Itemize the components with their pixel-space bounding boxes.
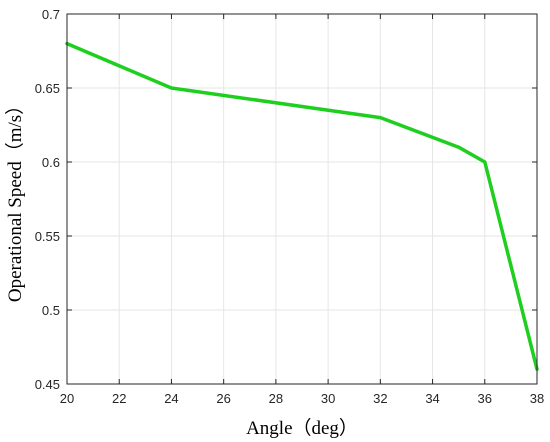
x-tick-label: 30 xyxy=(321,391,335,406)
x-tick-label: 32 xyxy=(373,391,387,406)
series-line xyxy=(65,41,539,371)
y-axis-label: Operational Speed（m/s） xyxy=(4,96,26,302)
x-tick-label: 22 xyxy=(112,391,126,406)
x-tick-label: 24 xyxy=(164,391,178,406)
y-tick-label: 0.6 xyxy=(42,155,60,170)
y-tick-label: 0.65 xyxy=(35,81,60,96)
x-tick-label: 20 xyxy=(60,391,74,406)
tick-layer xyxy=(66,13,538,385)
grid-layer xyxy=(67,14,537,384)
plot-area-frame xyxy=(66,13,538,385)
x-tick-label: 26 xyxy=(216,391,230,406)
tick-label-layer: 20 22 24 26 28 30 32 34 36 38 0.45 0.5 0.55 0.6 0.65 0.… xyxy=(35,7,545,406)
y-tick-label: 0.5 xyxy=(42,303,60,318)
x-tick-label: 36 xyxy=(478,391,492,406)
x-axis-label: Angle（deg） xyxy=(246,417,358,439)
y-tick-label: 0.55 xyxy=(35,229,60,244)
x-tick-label: 38 xyxy=(530,391,544,406)
x-tick-label: 28 xyxy=(269,391,283,406)
x-tick-label: 34 xyxy=(425,391,439,406)
series-layer xyxy=(65,41,539,371)
y-tick-label: 0.7 xyxy=(42,7,60,22)
y-tick-label: 0.45 xyxy=(35,377,60,392)
